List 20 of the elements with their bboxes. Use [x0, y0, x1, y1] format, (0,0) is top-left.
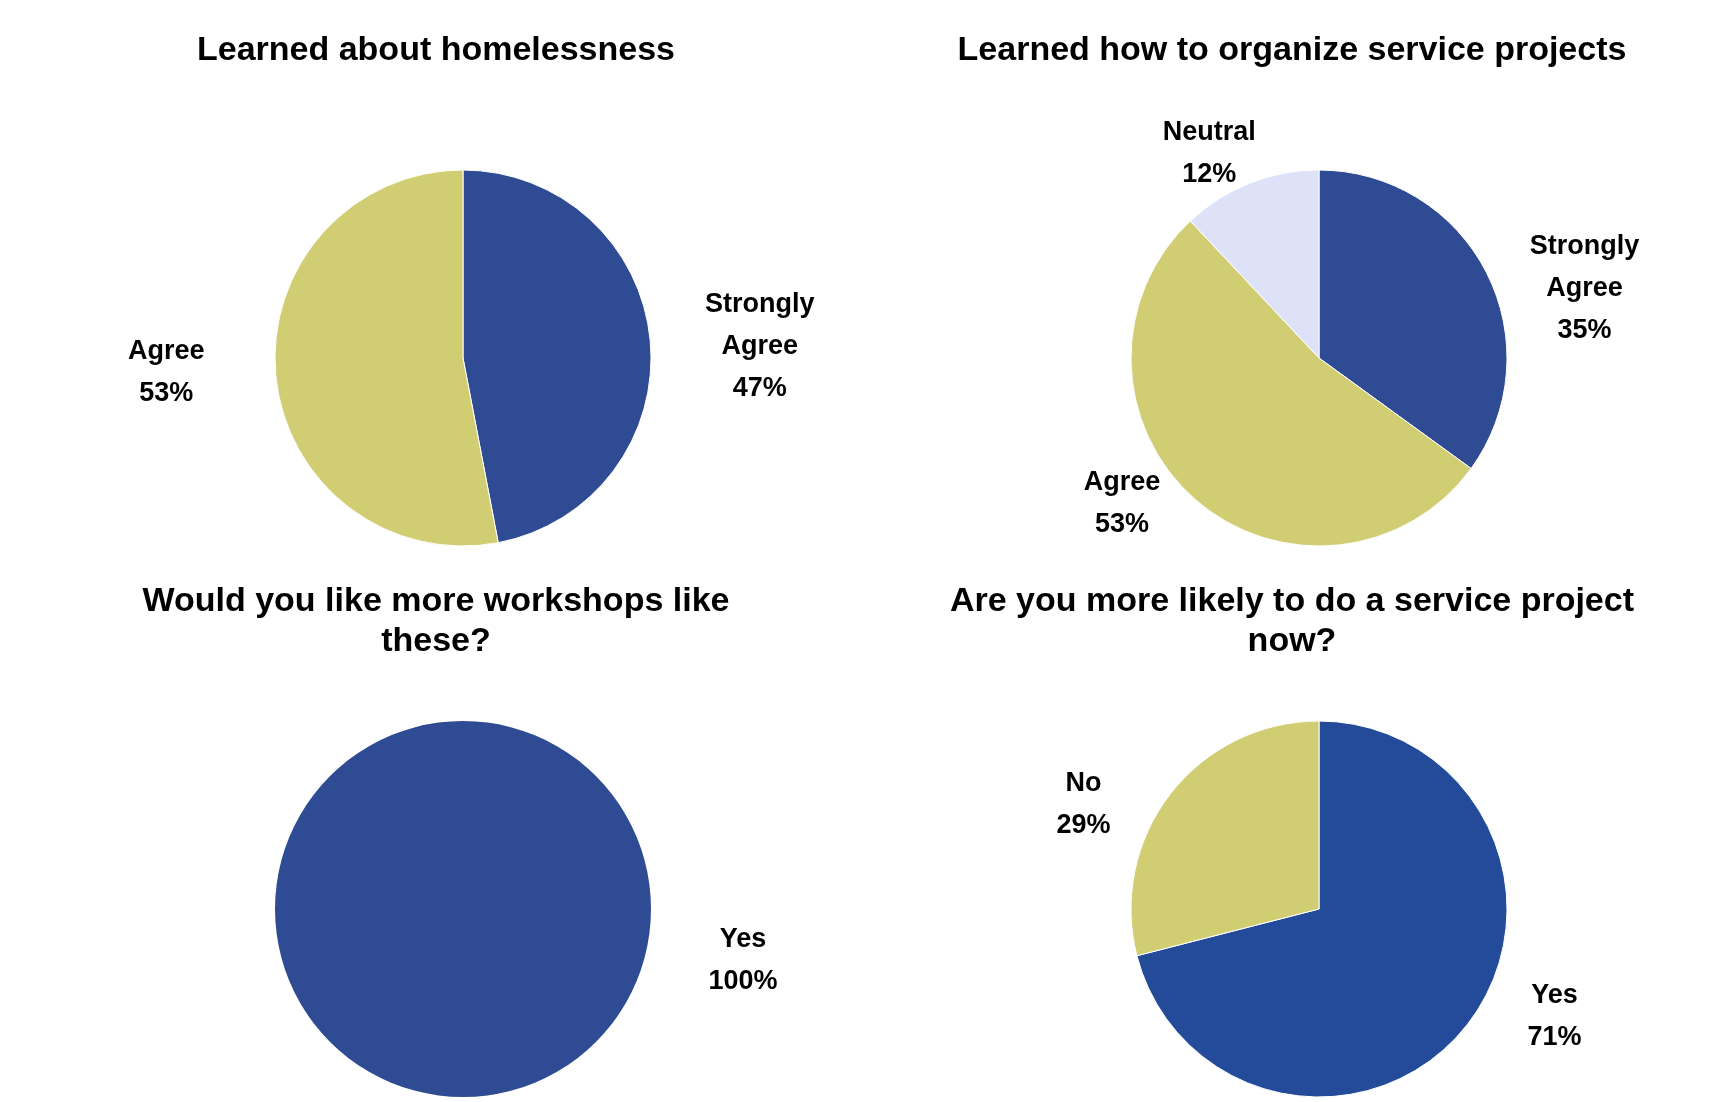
- data-label: 100%: [708, 965, 778, 996]
- data-label: 35%: [1557, 314, 1612, 345]
- data-label: 53%: [1094, 507, 1149, 538]
- data-label: 47%: [732, 372, 787, 403]
- slice-label: Neutral: [1162, 115, 1256, 146]
- data-label: 71%: [1527, 1020, 1582, 1051]
- slice-label: Strongly Agree: [1529, 230, 1640, 303]
- slice-label: Agree: [1083, 465, 1161, 496]
- data-label: 12%: [1182, 157, 1237, 188]
- slice-label: Agree: [128, 334, 205, 365]
- chart-title: Would you like more workshops like these?: [141, 579, 731, 659]
- slice-label: Yes: [1531, 978, 1578, 1009]
- slice-label: No: [1065, 767, 1102, 798]
- slice-label: Yes: [719, 923, 767, 954]
- chart-title: Are you more likely to do a service project now?: [948, 579, 1635, 659]
- data-label: 29%: [1056, 809, 1111, 840]
- chart-title: Learned how to organize service projects: [956, 28, 1628, 68]
- data-label: 53%: [139, 376, 194, 407]
- chart-title: Learned about homelessness: [195, 28, 676, 68]
- slice-label: Strongly Agree: [704, 288, 815, 361]
